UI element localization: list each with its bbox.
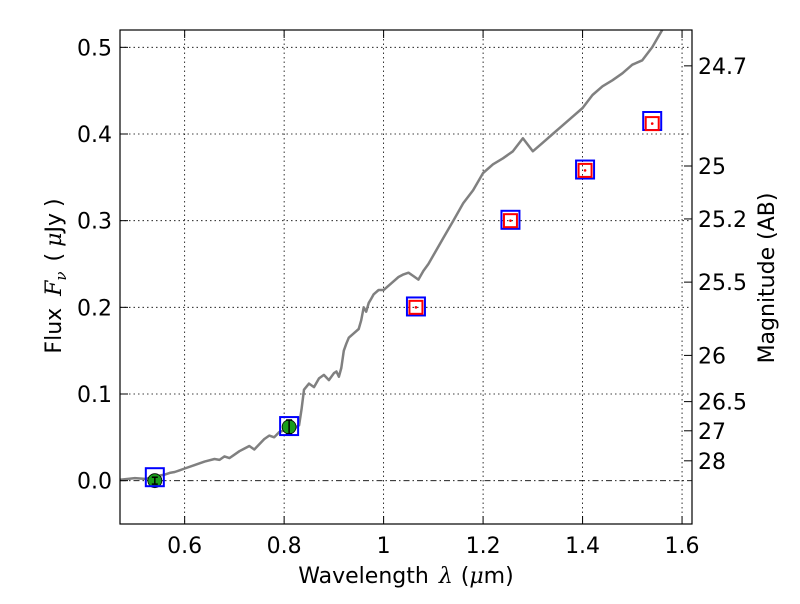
spectrum-line bbox=[120, 30, 664, 482]
right-tick-label: 26.5 bbox=[698, 391, 747, 416]
model-square-center-dot bbox=[650, 122, 654, 125]
model-square-red bbox=[408, 299, 424, 315]
model-square-center-dot bbox=[583, 169, 587, 172]
y-tick-label: 0.5 bbox=[77, 36, 112, 61]
y-axis-label-right: Magnitude (AB) bbox=[755, 193, 780, 364]
model-square-center-dot bbox=[414, 306, 418, 309]
right-tick-label: 26 bbox=[698, 344, 726, 369]
model-square-red bbox=[502, 213, 518, 229]
plot-frame bbox=[119, 29, 693, 525]
y-tick-label: 0.3 bbox=[77, 210, 112, 235]
y-tick-label: 0.1 bbox=[77, 383, 112, 408]
photometry-points bbox=[144, 111, 663, 489]
x-tick-label: 0.6 bbox=[167, 534, 202, 559]
y-axis-label-left: FluxFν(μJy) bbox=[42, 198, 70, 353]
right-tick-label: 27 bbox=[698, 420, 726, 445]
y-axis-ticks: 0.0 0.1 0.2 0.3 0.4 0.5 bbox=[77, 36, 128, 495]
grid-lines bbox=[120, 30, 692, 524]
x-tick-label: 1.6 bbox=[665, 534, 700, 559]
x-tick-label: 0.8 bbox=[267, 534, 302, 559]
model-square-blue bbox=[144, 467, 165, 488]
x-tick-label: 1.2 bbox=[466, 534, 501, 559]
x-axis-ticks: 0.6 0.8 1 1.2 1.4 1.6 bbox=[167, 30, 700, 559]
right-tick-label: 25 bbox=[698, 155, 726, 180]
x-axis-label: Wavelength λ (μm) bbox=[298, 564, 513, 589]
model-square-red bbox=[644, 116, 660, 132]
y-tick-label: 0.0 bbox=[77, 470, 112, 495]
x-tick-label: 1 bbox=[377, 534, 391, 559]
right-tick-label: 24.7 bbox=[698, 55, 747, 80]
model-square-blue bbox=[500, 209, 521, 230]
model-spectrum bbox=[120, 30, 664, 482]
y-tick-label: 0.4 bbox=[77, 123, 112, 148]
model-square-red bbox=[577, 162, 593, 178]
model-square-center-dot bbox=[509, 219, 512, 222]
right-tick-label: 25.5 bbox=[698, 271, 747, 296]
y-tick-label: 0.2 bbox=[77, 296, 112, 321]
model-square-blue bbox=[575, 159, 596, 180]
model-square-blue bbox=[279, 416, 300, 437]
right-tick-label: 28 bbox=[698, 450, 726, 475]
right-tick-label: 25.2 bbox=[698, 208, 747, 233]
right-axis-ticks: 24.7 25 25.2 25.5 26 26.5 27 28 bbox=[684, 55, 747, 475]
model-square-blue bbox=[405, 296, 426, 317]
x-tick-label: 1.4 bbox=[565, 534, 600, 559]
